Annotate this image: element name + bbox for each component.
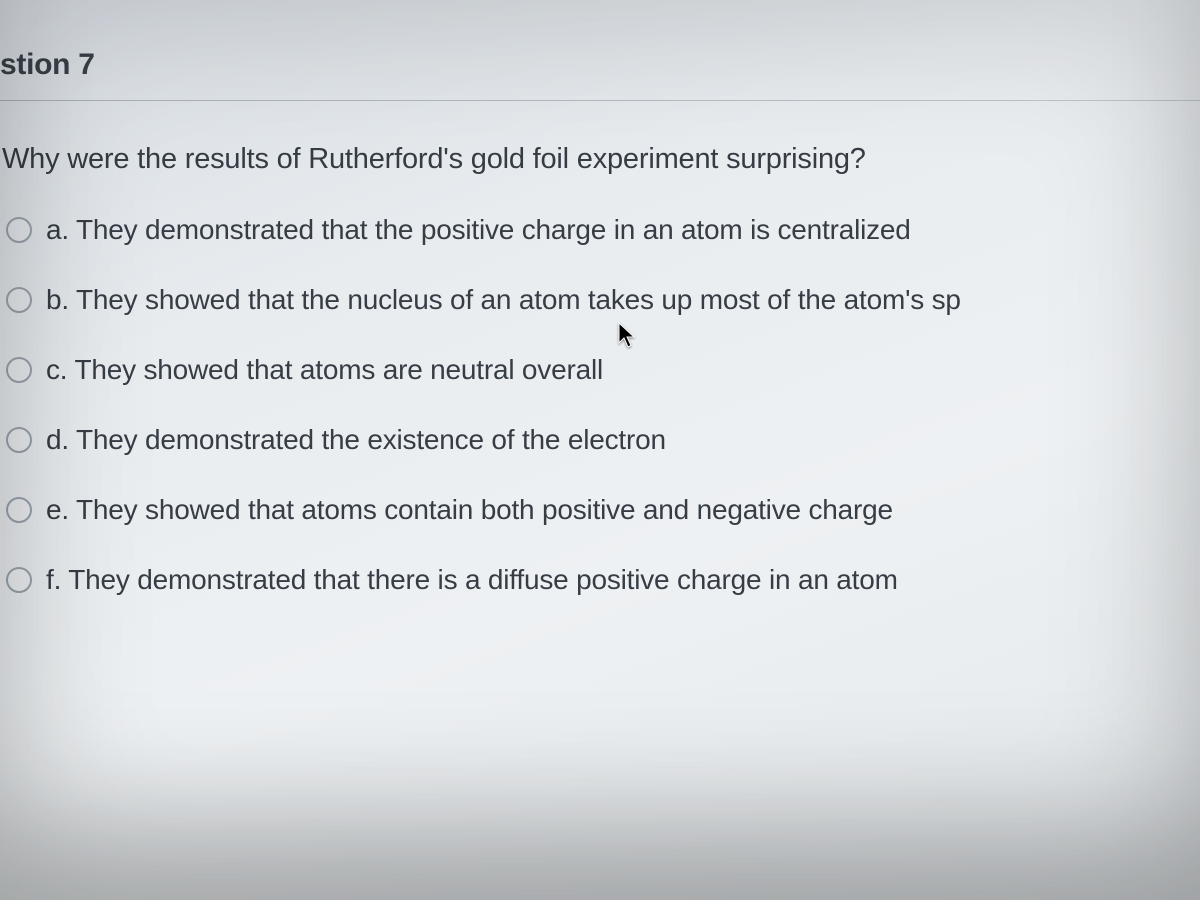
option-e[interactable]: e. They showed that atoms contain both p… <box>6 494 1200 526</box>
option-d[interactable]: d. They demonstrated the existence of th… <box>6 424 1200 456</box>
option-c-text: c. They showed that atoms are neutral ov… <box>46 354 603 386</box>
option-f-text: f. They demonstrated that there is a dif… <box>46 564 898 596</box>
radio-d[interactable] <box>6 427 32 453</box>
radio-e[interactable] <box>6 497 32 523</box>
option-e-text: e. They showed that atoms contain both p… <box>46 494 893 526</box>
option-d-text: d. They demonstrated the existence of th… <box>46 424 666 456</box>
header-divider <box>0 100 1200 101</box>
radio-f[interactable] <box>6 567 32 593</box>
option-a[interactable]: a. They demonstrated that the positive c… <box>6 214 1200 246</box>
question-prompt: Why were the results of Rutherford's gol… <box>0 143 1200 176</box>
question-block: stion 7 Why were the results of Rutherfo… <box>0 0 1200 596</box>
options-list: a. They demonstrated that the positive c… <box>0 214 1200 596</box>
radio-c[interactable] <box>6 357 32 383</box>
option-b-text: b. They showed that the nucleus of an at… <box>46 284 961 316</box>
option-b[interactable]: b. They showed that the nucleus of an at… <box>6 284 1200 316</box>
radio-a[interactable] <box>6 217 32 243</box>
radio-b[interactable] <box>6 287 32 313</box>
option-a-text: a. They demonstrated that the positive c… <box>46 214 911 246</box>
question-number-header: stion 7 <box>0 0 1200 100</box>
option-c[interactable]: c. They showed that atoms are neutral ov… <box>6 354 1200 386</box>
option-f[interactable]: f. They demonstrated that there is a dif… <box>6 564 1200 596</box>
